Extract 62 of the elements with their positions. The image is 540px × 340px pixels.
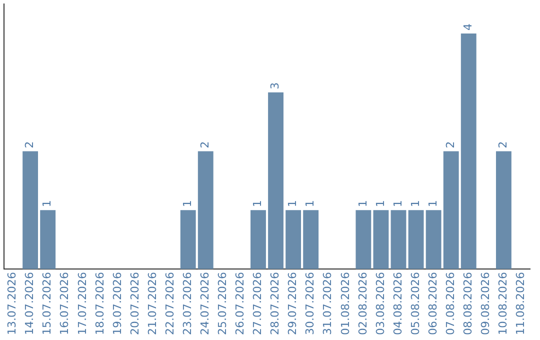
x-tick-label: 21.07.2026: [146, 272, 159, 336]
x-tick-label: 24.07.2026: [198, 272, 212, 336]
bar: [443, 151, 459, 270]
data-label: 1: [180, 200, 194, 208]
x-tick-label: 08.08.2026: [461, 272, 474, 336]
data-label: 1: [40, 200, 54, 208]
bar: [250, 210, 266, 270]
data-label: 2: [23, 141, 36, 148]
data-label: 2: [496, 141, 510, 148]
x-tick-label: 04.08.2026: [391, 272, 404, 336]
x-tick-label: 10.08.2026: [496, 272, 510, 336]
data-label: 1: [251, 200, 264, 208]
data-label: 1: [304, 200, 317, 208]
x-tick-label: 23.07.2026: [180, 272, 194, 336]
data-label: 2: [198, 141, 212, 148]
data-label: 1: [286, 200, 300, 208]
x-tick-label: 16.07.2026: [58, 272, 72, 336]
x-tick-label: 18.07.2026: [93, 272, 106, 336]
x-tick-label: 13.07.2026: [6, 272, 19, 336]
bar: [390, 210, 406, 270]
bar: [426, 210, 442, 270]
x-tick-label: 30.07.2026: [304, 272, 317, 336]
x-tick-label: 19.07.2026: [110, 272, 124, 336]
data-label: 1: [408, 200, 422, 208]
data-label: 2: [444, 141, 457, 148]
data-label: 1: [391, 200, 404, 208]
x-tick-label: 07.08.2026: [444, 272, 457, 336]
x-tick-label: 28.07.2026: [268, 272, 282, 336]
x-tick-label: 27.07.2026: [251, 272, 264, 336]
bar: [22, 151, 38, 270]
bar: [356, 210, 372, 270]
x-tick-label: 02.08.2026: [356, 272, 370, 336]
bar: [460, 33, 476, 270]
x-tick-label: 06.08.2026: [426, 272, 440, 336]
bar: [180, 210, 196, 270]
bar: [198, 151, 214, 270]
x-tick-label: 14.07.2026: [23, 272, 36, 336]
x-tick-label: 05.08.2026: [408, 272, 422, 336]
data-label: 3: [268, 82, 282, 90]
data-label: 4: [461, 23, 474, 30]
x-tick-label: 09.08.2026: [479, 272, 492, 336]
bar: [268, 92, 284, 270]
x-tick-label: 17.07.2026: [76, 272, 89, 336]
data-label: 1: [356, 200, 370, 208]
x-tick-label: 26.07.2026: [234, 272, 247, 336]
x-tick-label: 25.07.2026: [216, 272, 230, 336]
bar: [40, 210, 56, 270]
x-tick-label: 15.07.2026: [40, 272, 54, 336]
x-tick-label: 31.07.2026: [321, 272, 334, 336]
x-tick-label: 11.08.2026: [514, 272, 528, 336]
bar: [286, 210, 302, 270]
x-tick-label: 03.08.2026: [374, 272, 387, 336]
x-tick-label: 29.07.2026: [286, 272, 300, 336]
data-label: 1: [374, 200, 387, 208]
bar: [373, 210, 389, 270]
bar: [496, 151, 512, 270]
data-label: 1: [426, 200, 440, 208]
bar: [303, 210, 319, 270]
x-tick-label: 22.07.2026: [163, 272, 176, 336]
bar: [408, 210, 424, 270]
x-tick-label: 20.07.2026: [128, 272, 142, 336]
x-tick-label: 01.08.2026: [338, 272, 352, 336]
